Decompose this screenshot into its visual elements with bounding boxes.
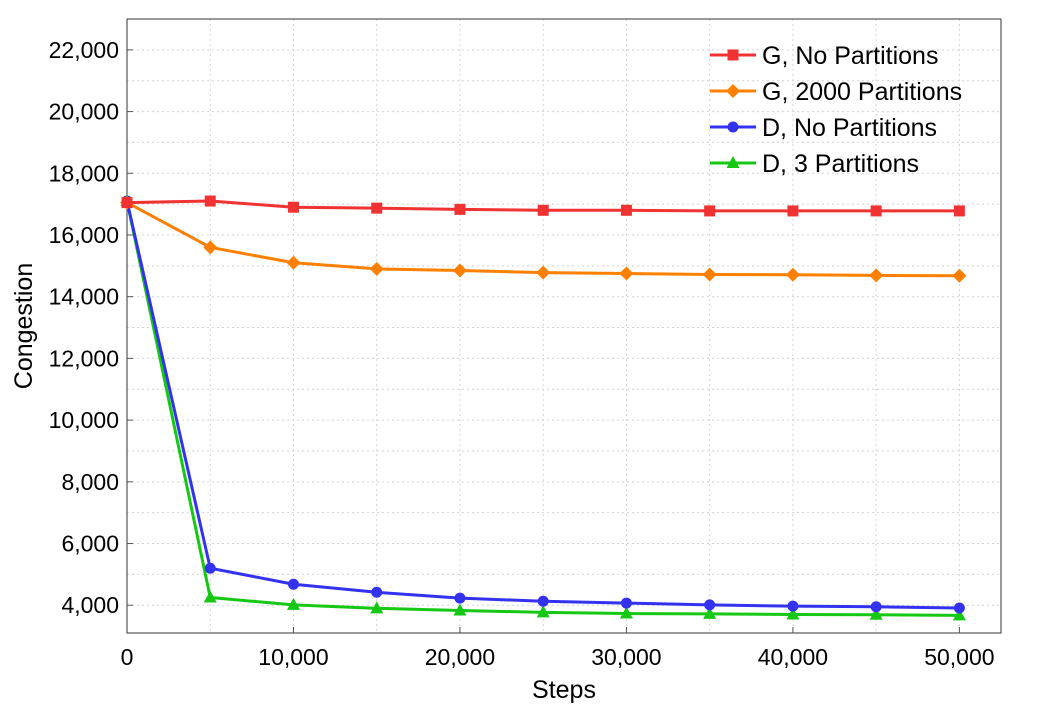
data-point-g-no-partitions [787, 205, 799, 217]
data-point-d-no-partitions [287, 578, 299, 590]
data-point-g-2000-partitions [452, 263, 467, 278]
x-tick-label: 40,000 [758, 644, 828, 670]
data-point-d-3-partitions [203, 590, 217, 603]
data-point-g-no-partitions [537, 204, 549, 216]
legend-marker [727, 121, 739, 133]
x-tick-label: 20,000 [425, 644, 495, 670]
data-point-d-3-partitions [869, 607, 883, 620]
legend: G, No Partitions G, 2000 Partitions D, No … [710, 42, 962, 178]
y-tick-label: 4,000 [61, 592, 119, 618]
data-point-d-3-partitions [703, 606, 717, 619]
legend-label: G, 2000 Partitions [762, 78, 962, 106]
data-point-g-2000-partitions [785, 267, 800, 282]
data-point-g-2000-partitions [619, 266, 634, 281]
data-point-d-3-partitions [786, 607, 800, 620]
data-point-d-no-partitions [204, 562, 216, 574]
axes: 0 10,000 20,000 30,000 40,000 50,000 4,000 6,00… [49, 37, 995, 670]
series-layer [120, 194, 967, 621]
data-point-d-no-partitions [537, 595, 549, 607]
y-axis-label: Congestion [10, 263, 38, 389]
y-tick-label: 20,000 [49, 99, 119, 125]
data-point-d-no-partitions [371, 586, 383, 598]
data-point-d-3-partitions [453, 603, 467, 616]
data-point-g-no-partitions [704, 205, 716, 217]
data-point-g-no-partitions [287, 201, 299, 213]
x-tick-label: 10,000 [258, 644, 328, 670]
y-tick-label: 22,000 [49, 37, 119, 63]
data-point-d-3-partitions [619, 606, 633, 619]
data-point-g-no-partitions [454, 203, 466, 215]
data-point-g-2000-partitions [369, 261, 384, 276]
data-point-g-no-partitions [620, 204, 632, 216]
data-point-g-no-partitions [121, 197, 133, 209]
legend-label: D, No Partitions [762, 114, 937, 142]
y-tick-label: 8,000 [61, 469, 119, 495]
data-point-d-3-partitions [536, 605, 550, 618]
y-tick-label: 18,000 [49, 160, 119, 186]
legend-marker [727, 49, 739, 61]
x-tick-label: 0 [121, 644, 134, 670]
data-point-d-no-partitions [870, 601, 882, 613]
data-point-g-2000-partitions [286, 255, 301, 270]
data-point-g-2000-partitions [203, 240, 218, 255]
x-tick-label: 30,000 [591, 644, 661, 670]
legend-marker [726, 156, 740, 168]
data-point-d-3-partitions [286, 597, 300, 610]
data-point-g-no-partitions [870, 205, 882, 217]
data-point-d-3-partitions [370, 601, 384, 614]
grid-lines [127, 19, 1001, 633]
data-point-g-2000-partitions [952, 268, 967, 283]
y-tick-label: 16,000 [49, 222, 119, 248]
data-point-d-no-partitions [454, 592, 466, 604]
x-tick-label: 50,000 [924, 644, 994, 670]
y-tick-label: 6,000 [61, 531, 119, 557]
data-point-g-2000-partitions [702, 267, 717, 282]
legend-marker [726, 84, 740, 98]
y-tick-label: 12,000 [49, 345, 119, 371]
data-point-d-3-partitions [952, 608, 966, 621]
series-line-d-3-partitions [125, 200, 960, 617]
data-point-g-no-partitions [371, 202, 383, 214]
data-point-g-2000-partitions [869, 268, 884, 283]
data-point-g-2000-partitions [536, 265, 551, 280]
data-point-d-no-partitions [787, 600, 799, 612]
data-point-d-no-partitions [704, 599, 716, 611]
data-point-g-no-partitions [953, 205, 965, 217]
x-axis-label: Steps [532, 676, 596, 704]
y-tick-label: 14,000 [49, 284, 119, 310]
legend-label: D, 3 Partitions [762, 150, 919, 178]
data-point-d-no-partitions [953, 602, 965, 614]
data-point-d-no-partitions [620, 597, 632, 609]
data-point-g-no-partitions [204, 195, 216, 207]
legend-label: G, No Partitions [762, 42, 938, 70]
y-tick-label: 10,000 [49, 407, 119, 433]
plot-frame [126, 18, 1002, 634]
